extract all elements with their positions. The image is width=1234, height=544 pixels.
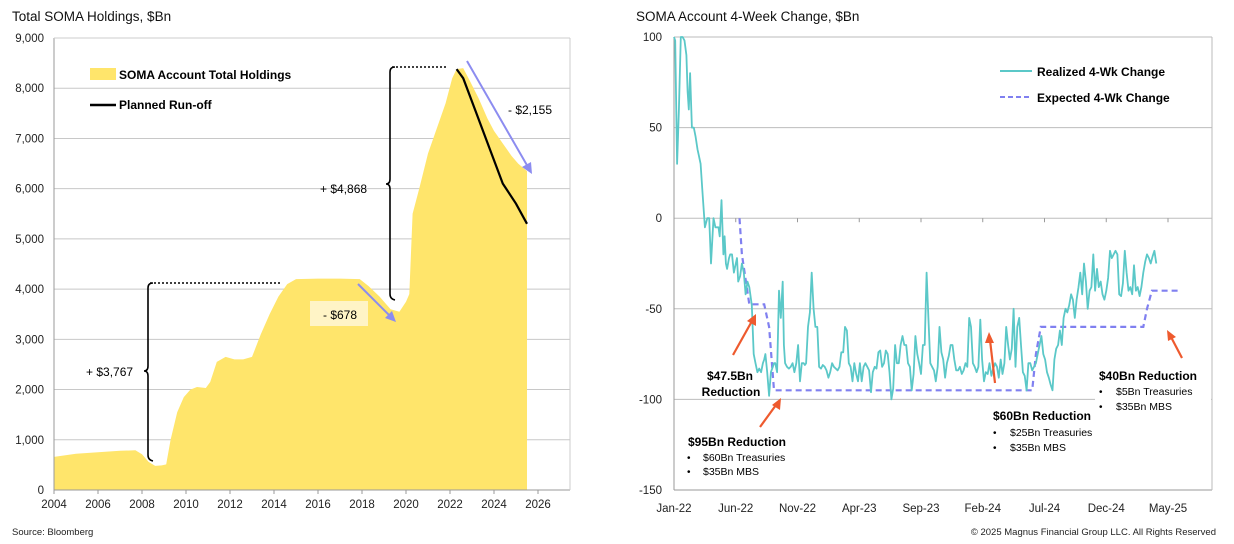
x-tick-label: 2006 [85, 499, 111, 511]
x-tick-label: Sep-23 [902, 503, 939, 515]
annotation-40-bg [1095, 368, 1211, 414]
bullet-icon: • [993, 428, 997, 439]
bullet-icon: • [1099, 402, 1103, 413]
y-tick-label: -100 [639, 394, 662, 406]
arrow-47-5-icon [732, 314, 756, 356]
y-tick-label: 100 [643, 32, 662, 44]
legend-expected-label: Expected 4-Wk Change [1037, 91, 1170, 105]
annotation-minus-678: - $678 [323, 308, 357, 322]
x-tick-label: 2004 [41, 499, 67, 511]
arrow-60-icon [985, 332, 997, 384]
y-tick-label: 9,000 [15, 33, 44, 45]
x-tick-label: 2012 [217, 499, 243, 511]
holdings-area [54, 68, 527, 490]
x-tick-label: Jun-22 [718, 503, 753, 515]
x-tick-label: Jul-24 [1029, 503, 1061, 515]
annotation-47-5-line2: Reduction [702, 385, 761, 399]
legend-background [988, 58, 1188, 118]
annotation-minus-2155: - $2,155 [508, 103, 552, 117]
annotation-95-title: $95Bn Reduction [688, 435, 786, 449]
x-tick-label: 2018 [349, 499, 375, 511]
y-tick-label: 0 [38, 485, 44, 497]
bracket-4868 [385, 66, 448, 301]
arrow-40-icon [1167, 330, 1183, 359]
x-tick-label: Jan-22 [656, 503, 691, 515]
y-tick-label: 5,000 [15, 234, 44, 246]
y-tick-label: 1,000 [15, 435, 44, 447]
arrow-down-2155-icon [466, 60, 532, 174]
planned-runoff-line [455, 68, 528, 225]
bracket-3767 [143, 282, 280, 462]
x-tick-label: May-25 [1149, 503, 1187, 515]
x-tick-label: 2026 [525, 499, 551, 511]
x-tick-label: 2008 [129, 499, 155, 511]
realized-change-line [673, 36, 1158, 401]
left-chart: 0 1,000 2,000 3,000 4,000 5,000 6,000 7,000 8,00… [15, 33, 571, 511]
arrow-down-678-icon [357, 283, 396, 322]
annotation-60-bullet-1: $25Bn Treasuries [1010, 427, 1092, 439]
x-tick-label: Dec-24 [1088, 503, 1126, 515]
left-chart-title: Total SOMA Holdings, $Bn [12, 9, 172, 24]
bullet-icon: • [687, 467, 691, 478]
annotation-40-bullet-1: $5Bn Treasuries [1116, 386, 1192, 398]
y-tick-label: 7,000 [15, 133, 44, 145]
arrow-95-icon [759, 398, 781, 428]
x-tick-label: 2020 [393, 499, 419, 511]
annotation-60-title: $60Bn Reduction [993, 409, 1091, 423]
bullet-icon: • [993, 443, 997, 454]
annotation-40-bullet-2: $35Bn MBS [1116, 401, 1172, 413]
y-tick-label: 50 [649, 123, 662, 135]
x-tick-label: 2022 [437, 499, 463, 511]
y-tick-label: 3,000 [15, 334, 44, 346]
copyright-note: © 2025 Magnus Financial Group LLC. All R… [970, 527, 1216, 538]
annotation-95-bullet-1: $60Bn Treasuries [703, 452, 785, 464]
legend-holdings-swatch [90, 68, 116, 80]
annotation-95-bullet-2: $35Bn MBS [703, 466, 759, 478]
x-tick-label: Apr-23 [842, 503, 877, 515]
x-tick-label: Feb-24 [965, 503, 1002, 515]
y-tick-label: 6,000 [15, 184, 44, 196]
right-chart-title: SOMA Account 4-Week Change, $Bn [636, 9, 860, 24]
legend-runoff-label: Planned Run-off [119, 98, 213, 112]
legend-holdings-label: SOMA Account Total Holdings [119, 68, 292, 82]
x-tick-label: 2014 [261, 499, 287, 511]
x-tick-label: 2016 [305, 499, 331, 511]
annotation-40-title: $40Bn Reduction [1099, 369, 1197, 383]
y-tick-label: 0 [656, 213, 662, 225]
y-tick-label: -50 [645, 304, 662, 316]
legend-realized-label: Realized 4-Wk Change [1037, 65, 1165, 79]
annotation-box-678 [310, 301, 368, 326]
bullet-icon: • [1099, 387, 1103, 398]
y-tick-label: 2,000 [15, 385, 44, 397]
y-tick-label: 4,000 [15, 284, 44, 296]
annotation-60-bullet-2: $35Bn MBS [1010, 442, 1066, 454]
x-tick-label: Nov-22 [779, 503, 816, 515]
bullet-icon: • [687, 453, 691, 464]
source-note: Source: Bloomberg [12, 527, 94, 538]
x-tick-label: 2024 [481, 499, 507, 511]
expected-change-line [738, 218, 1181, 392]
y-tick-label: -150 [639, 485, 662, 497]
y-tick-label: 8,000 [15, 83, 44, 95]
right-chart: -150 -100 -50 0 50 100 Jan-22 Jun-22 Nov-22 Apr-2… [639, 32, 1213, 515]
annotation-plus-3767: + $3,767 [86, 365, 133, 379]
annotation-47-5-line1: $47.5Bn [707, 369, 753, 383]
x-tick-label: 2010 [173, 499, 199, 511]
annotation-plus-4868: + $4,868 [320, 182, 367, 196]
